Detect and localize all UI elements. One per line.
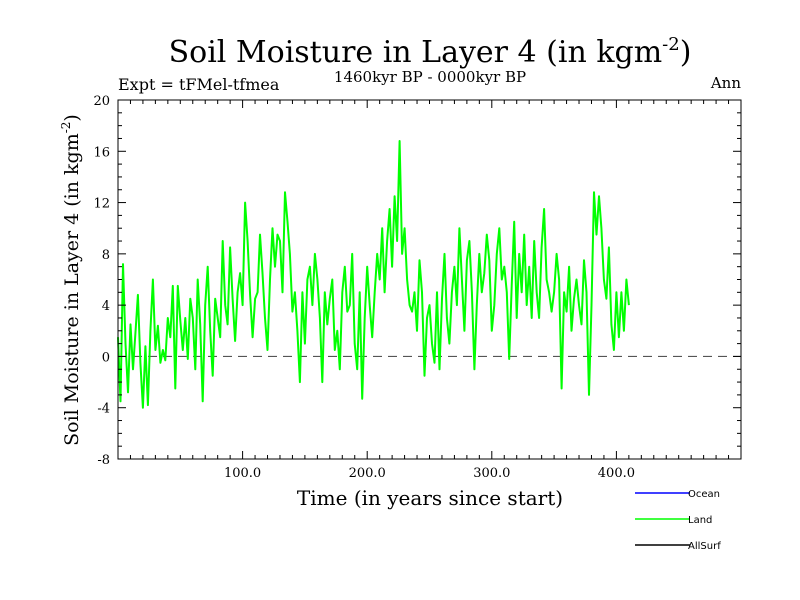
chart-subtitle: 1460kyr BP - 0000kyr BP (334, 68, 526, 86)
x-tick-label: 200.0 (349, 466, 386, 481)
y-axis-label: Soil Moisture in Layer 4 (in kgm-2) (59, 114, 83, 446)
season-label: Ann (710, 74, 741, 92)
legend: Ocean Land AllSurf (635, 489, 721, 552)
chart-title: Soil Moisture in Layer 4 (in kgm-2) (169, 34, 692, 70)
y-axis-label-superscript: -2 (59, 122, 73, 134)
legend-label-land: Land (688, 515, 712, 526)
y-tick-label: 4 (102, 299, 110, 314)
legend-label-ocean: Ocean (688, 489, 720, 500)
x-axis-label: Time (in years since start) (297, 486, 563, 510)
chart-title-superscript: -2 (662, 34, 680, 55)
y-tick-label: 8 (102, 248, 110, 263)
x-tick-label: 300.0 (473, 466, 510, 481)
y-tick-label: 20 (93, 94, 110, 109)
legend-label-allsurf: AllSurf (688, 541, 721, 552)
y-tick-label: -8 (97, 453, 110, 468)
y-tick-label: -4 (97, 402, 110, 417)
x-tick-label: 100.0 (224, 466, 261, 481)
experiment-label: Expt = tFMel-tfmea (118, 75, 280, 94)
y-tick-label: 16 (93, 145, 110, 160)
y-tick-label: 0 (102, 350, 110, 365)
x-tick-label: 400.0 (598, 466, 635, 481)
y-tick-label: 12 (93, 197, 110, 212)
series-line-land (117, 140, 630, 409)
plot-frame (117, 99, 742, 460)
